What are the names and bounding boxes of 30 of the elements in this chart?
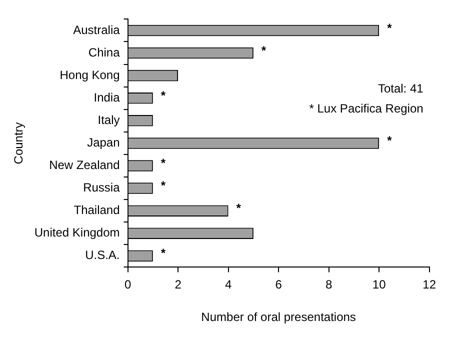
x-tick-label: 10 bbox=[372, 278, 386, 292]
y-tick-label: China bbox=[88, 45, 120, 60]
y-tick-label: Japan bbox=[87, 136, 120, 150]
y-tick-label: New Zealand bbox=[49, 158, 120, 172]
x-tick-label: 6 bbox=[275, 278, 282, 292]
y-tick-label: United Kingdom bbox=[34, 226, 120, 240]
y-tick-label: Russia bbox=[83, 180, 120, 195]
x-tick-label: 4 bbox=[224, 278, 232, 292]
data-label: * bbox=[387, 134, 392, 148]
y-tick-label: India bbox=[94, 90, 120, 104]
y-axis-title: Country bbox=[12, 122, 26, 164]
y-tick-label: U.S.A. bbox=[85, 248, 120, 262]
data-label: * bbox=[236, 201, 242, 216]
y-tick-label: Australia bbox=[73, 22, 120, 37]
data-label: * bbox=[160, 156, 166, 170]
x-axis-title: Number of oral presentations bbox=[201, 310, 356, 324]
x-tick-label: 8 bbox=[325, 278, 332, 292]
y-tick-label: Hong Kong bbox=[60, 68, 120, 82]
annotation: Total: 41 bbox=[378, 82, 424, 96]
data-label: * bbox=[387, 20, 392, 35]
data-label: * bbox=[160, 88, 166, 102]
y-tick-label: Thailand bbox=[74, 203, 120, 218]
y-tick-label: Italy bbox=[98, 112, 120, 127]
annotation: * Lux Pacifica Region bbox=[309, 102, 424, 116]
data-label: * bbox=[160, 178, 166, 193]
data-label: * bbox=[160, 246, 166, 260]
x-tick-label: 12 bbox=[422, 278, 436, 292]
data-label: * bbox=[261, 43, 266, 58]
x-tick-label: 0 bbox=[124, 278, 132, 292]
x-tick-label: 2 bbox=[174, 278, 182, 292]
